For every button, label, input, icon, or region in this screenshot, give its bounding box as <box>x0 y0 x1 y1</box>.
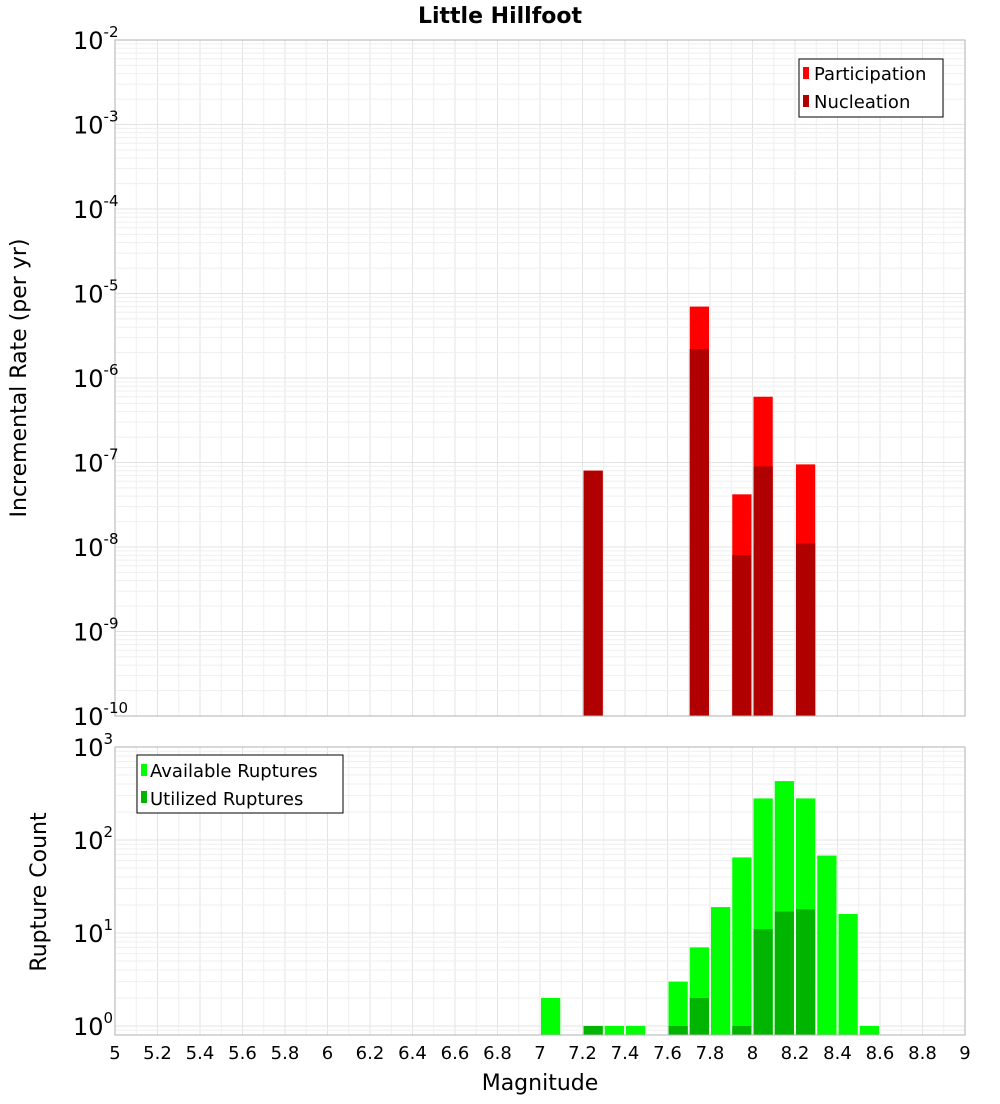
chart-title: Little Hillfoot <box>418 4 583 29</box>
count-y-tick-label: 100 <box>73 1009 113 1041</box>
bar-utilized-ruptures <box>668 1025 688 1035</box>
rate-y-tick-label: 10-7 <box>73 446 119 478</box>
rate-legend-box <box>798 58 944 118</box>
count-y-tick-label: 102 <box>73 823 113 855</box>
bar-available-ruptures <box>732 857 752 1035</box>
x-tick-label: 5.6 <box>228 1043 257 1064</box>
x-tick-label: 8.8 <box>908 1043 937 1064</box>
bar-utilized-ruptures <box>583 1025 603 1035</box>
bar-utilized-ruptures <box>732 1025 752 1035</box>
bar-nucleation <box>689 349 709 716</box>
rate-y-tick-label: 10-5 <box>73 277 119 309</box>
magnitude-x-ticks: 5 5.2 5.4 5.6 5.8 6 6.2 6.4 6.6 6.8 7 7.2 7.4 7.6 7.8 8… <box>109 1043 970 1064</box>
rate-y-tick-label: 10-10 <box>73 699 128 731</box>
legend-label-utilized-ruptures: Utilized Ruptures <box>150 789 303 810</box>
bar-nucleation <box>732 555 752 716</box>
rate-legend: Participation Nucleation <box>798 58 944 118</box>
bar-available-ruptures <box>626 1025 646 1035</box>
x-tick-label: 5 <box>109 1043 120 1064</box>
legend-label-participation: Participation <box>814 64 926 85</box>
x-tick-label: 5.4 <box>186 1043 215 1064</box>
legend-swatch-available-ruptures <box>141 764 147 776</box>
x-tick-label: 8.4 <box>823 1043 852 1064</box>
rate-y-axis-title: Incremental Rate (per yr) <box>7 239 32 518</box>
x-tick-label: 8.6 <box>866 1043 895 1064</box>
x-tick-label: 6.6 <box>441 1043 470 1064</box>
count-panel: 100 101 102 103 5 5.2 5.4 5.6 5.8 6 6.2 6.4 6.6 6.8 7… <box>27 730 971 1096</box>
bar-utilized-ruptures <box>796 909 816 1035</box>
rate-plot-border <box>114 39 966 717</box>
bar-nucleation <box>753 466 773 716</box>
rate-y-tick-label: 10-3 <box>73 108 119 140</box>
x-tick-label: 6.8 <box>483 1043 512 1064</box>
rate-y-tick-label: 10-4 <box>73 192 119 224</box>
rate-bars <box>583 306 816 716</box>
bar-available-ruptures <box>817 855 837 1035</box>
rate-y-tick-label: 10-2 <box>73 23 119 55</box>
legend-label-available-ruptures: Available Ruptures <box>150 761 318 782</box>
rate-panel: 10-10 10-9 10-8 10-7 10-6 10-5 10-4 10-3 10-2 Li… <box>7 4 966 731</box>
x-tick-label: 9 <box>959 1043 970 1064</box>
x-tick-label: 7.4 <box>611 1043 640 1064</box>
x-tick-label: 7.8 <box>696 1043 725 1064</box>
count-y-axis-title: Rupture Count <box>27 812 52 972</box>
rate-y-ticks: 10-10 10-9 10-8 10-7 10-6 10-5 10-4 10-3 10-2 <box>73 23 128 731</box>
x-tick-label: 6 <box>322 1043 333 1064</box>
x-tick-label: 7.6 <box>653 1043 682 1064</box>
legend-swatch-utilized-ruptures <box>141 791 147 803</box>
count-legend: Available Ruptures Utilized Ruptures <box>136 754 344 814</box>
x-tick-label: 5.2 <box>143 1043 172 1064</box>
count-legend-box <box>136 754 344 814</box>
x-tick-label: 5.8 <box>271 1043 300 1064</box>
bar-available-ruptures <box>604 1025 624 1035</box>
x-tick-label: 6.2 <box>356 1043 385 1064</box>
rate-grid <box>114 39 966 717</box>
x-axis-title: Magnitude <box>482 1071 599 1096</box>
x-tick-label: 8 <box>747 1043 758 1064</box>
bar-available-ruptures <box>668 981 688 1035</box>
bar-available-ruptures <box>711 907 731 1035</box>
count-bars <box>541 781 879 1035</box>
legend-swatch-participation <box>803 67 809 79</box>
legend-label-nucleation: Nucleation <box>814 92 910 113</box>
x-tick-label: 7 <box>534 1043 545 1064</box>
bar-nucleation <box>796 543 816 716</box>
rate-y-tick-label: 10-9 <box>73 615 119 647</box>
x-tick-label: 8.2 <box>781 1043 810 1064</box>
bar-available-ruptures <box>859 1025 879 1035</box>
bar-utilized-ruptures <box>753 929 773 1035</box>
x-tick-label: 7.2 <box>568 1043 597 1064</box>
count-y-tick-label: 103 <box>73 730 113 762</box>
bar-available-ruptures <box>838 914 858 1035</box>
count-y-ticks: 100 101 102 103 <box>73 730 113 1041</box>
count-y-tick-label: 101 <box>73 916 113 948</box>
legend-swatch-nucleation <box>803 95 809 107</box>
count-plot-border <box>114 746 966 1036</box>
x-tick-label: 6.4 <box>398 1043 427 1064</box>
bar-utilized-ruptures <box>689 997 709 1035</box>
bar-nucleation <box>583 470 603 716</box>
bar-available-ruptures <box>541 997 561 1035</box>
bar-utilized-ruptures <box>774 911 794 1035</box>
rate-y-tick-label: 10-6 <box>73 361 119 393</box>
rate-y-tick-label: 10-8 <box>73 530 119 562</box>
